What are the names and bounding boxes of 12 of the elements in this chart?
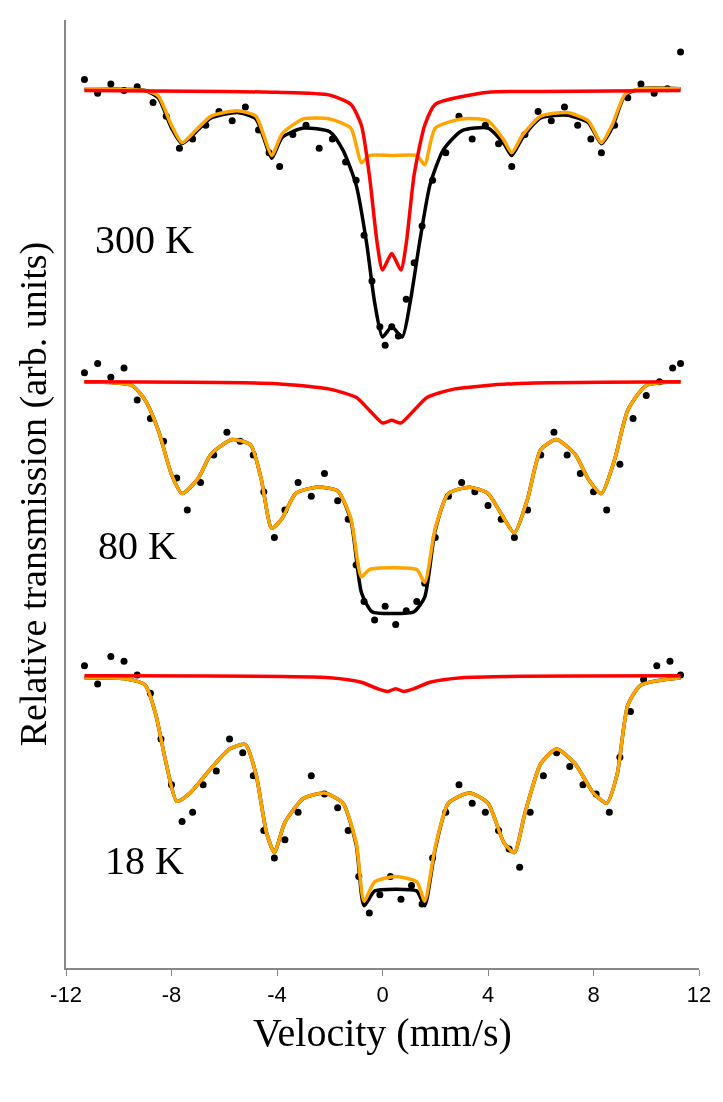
annotation: 300 K [95,217,194,262]
x-tick-label: 8 [587,982,600,1008]
x-tick-label: -8 [161,982,182,1008]
annotation: 80 K [98,523,177,568]
annotation: 18 K [105,838,184,883]
x-tick-label: 12 [686,982,712,1008]
x-tick-label: 4 [481,982,495,1008]
y-axis-title: Relative transmission (arb. units) [11,241,55,747]
x-tick-label: -4 [267,982,287,1008]
x-tick-label: 0 [376,982,389,1008]
x-axis-title: Velocity (mm/s) [253,1010,512,1056]
x-tick-label: -12 [50,982,82,1008]
